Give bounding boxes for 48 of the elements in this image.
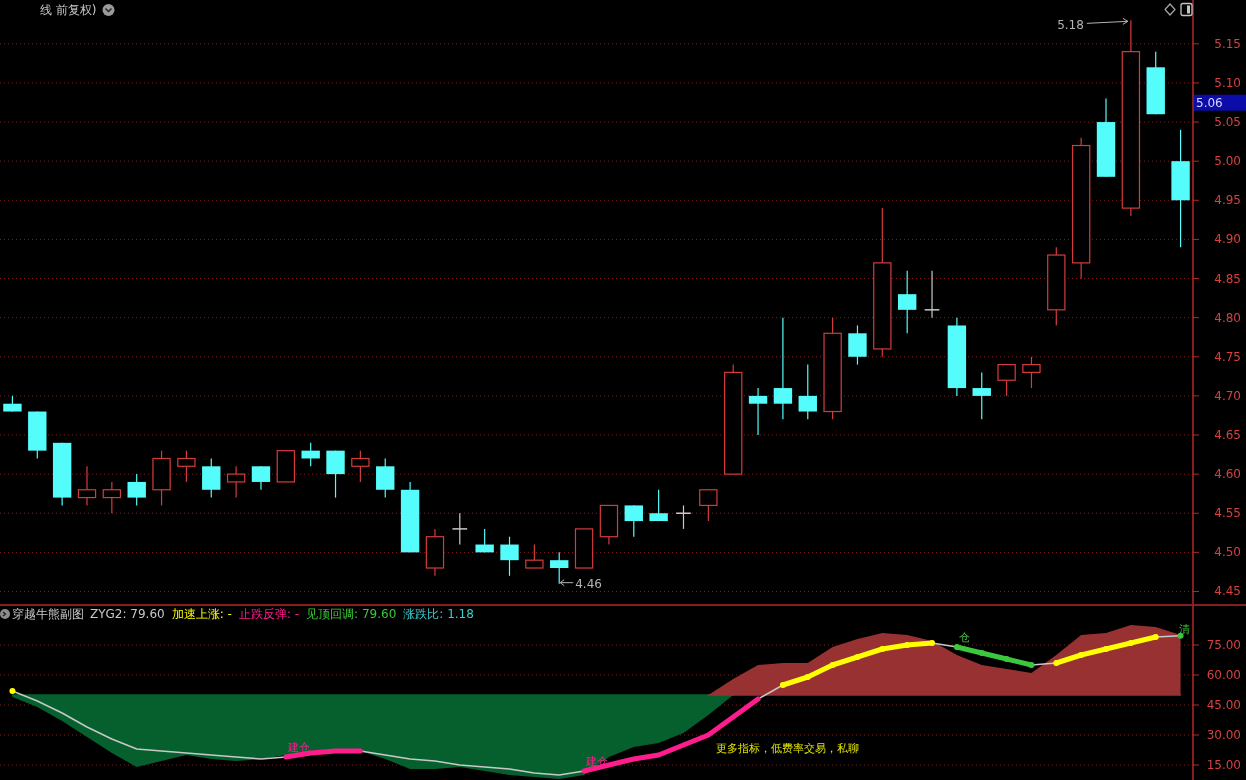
text: 4.46 <box>575 576 602 591</box>
point <box>1053 660 1060 666</box>
y-tick-label: 4.50 <box>1214 545 1241 560</box>
point <box>829 662 836 668</box>
y-tick-label: 45.00 <box>1206 698 1241 712</box>
y-tick-label: 5.00 <box>1214 154 1241 169</box>
point <box>1152 634 1159 640</box>
point <box>904 642 911 648</box>
y-tick-label: 15.00 <box>1206 758 1241 772</box>
y-tick-label: 5.15 <box>1214 36 1241 51</box>
y-tick-label: 30.00 <box>1206 728 1241 742</box>
point <box>879 646 886 652</box>
text: 5.18 <box>1057 18 1084 33</box>
y-tick-label: 4.85 <box>1214 271 1241 286</box>
data-label: 仓 <box>958 630 970 644</box>
y-tick-label: 5.10 <box>1214 75 1241 90</box>
point <box>953 644 960 650</box>
point <box>854 654 861 660</box>
y-tick-label: 75.00 <box>1206 638 1241 652</box>
point <box>1078 652 1085 658</box>
annotation: 涨跌比: 1.18 <box>403 607 474 621</box>
point <box>1103 646 1110 652</box>
point <box>929 640 936 646</box>
y-tick-label: 4.90 <box>1214 232 1241 247</box>
point <box>1127 640 1134 646</box>
chart-title: 穿越牛熊副图 <box>12 607 84 621</box>
text: ZYG2: 79.60 <box>90 607 165 621</box>
point <box>779 682 786 688</box>
text: 加速上涨: - <box>171 607 232 621</box>
y-tick-label: 4.55 <box>1214 506 1241 521</box>
y-tick-label: 4.70 <box>1214 388 1241 403</box>
y-tick-label: 4.95 <box>1214 193 1241 208</box>
y-tick-label: 4.45 <box>1214 584 1241 599</box>
y-tick-label: 4.80 <box>1214 310 1241 325</box>
y-tick-label: 60.00 <box>1206 668 1241 682</box>
y-tick-label: 4.65 <box>1214 428 1241 443</box>
y-tick-label: 4.75 <box>1214 349 1241 364</box>
point <box>978 650 985 656</box>
text: 见顶回调: 79.60 <box>306 607 397 621</box>
point <box>9 688 16 694</box>
y-tick-label: 4.60 <box>1214 467 1241 482</box>
text: 止跌反弹: - <box>238 607 300 621</box>
chart-title: 线 前复权) <box>40 3 97 17</box>
point <box>1028 662 1035 668</box>
y-tick-label: 5.05 <box>1214 115 1241 130</box>
point <box>1003 656 1010 662</box>
point <box>804 674 811 680</box>
annotation: 更多指标，低费率交易，私聊 <box>715 741 859 755</box>
